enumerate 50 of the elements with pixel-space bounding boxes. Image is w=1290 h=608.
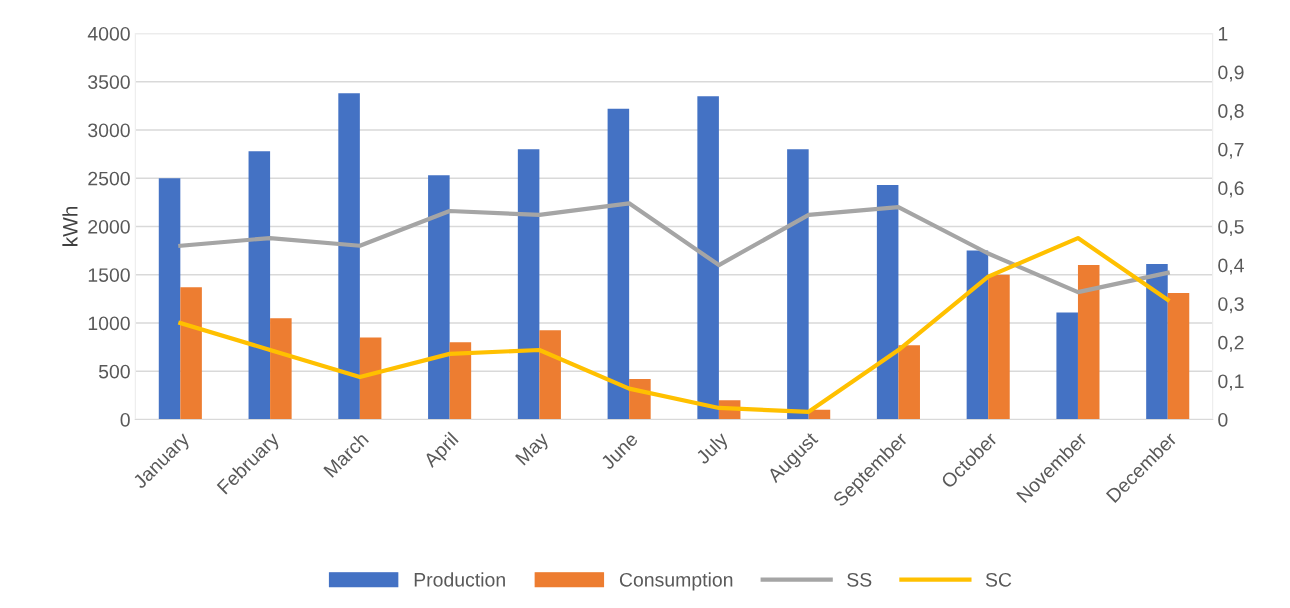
y2-tick-label: 0: [1218, 412, 1228, 427]
bar: [988, 274, 1010, 420]
legend-label: Consumption: [619, 572, 733, 591]
y2-tick-label: 0,4: [1218, 258, 1244, 275]
y2-tick-label: 0,5: [1218, 219, 1244, 237]
y-tick-label: 500: [98, 364, 130, 379]
legend-label: SC: [985, 572, 1012, 587]
bar: [787, 149, 809, 420]
bar: [898, 345, 920, 420]
bar: [966, 250, 989, 420]
bar: [359, 337, 382, 420]
y-tick-label: 2000: [88, 219, 130, 234]
bar: [158, 178, 181, 420]
y2-tick-label: 0,7: [1218, 142, 1244, 159]
bar: [1167, 293, 1190, 420]
y2-tick-label: 0,2: [1218, 335, 1244, 352]
x-tick-label: July: [694, 430, 732, 468]
bar: [1146, 264, 1168, 420]
bar: [697, 96, 719, 420]
bar: [876, 184, 899, 420]
y-tick-label: 4000: [87, 26, 130, 41]
y2-tick-label: 0,6: [1218, 181, 1244, 198]
x-tick-label: May: [515, 431, 553, 469]
legend-label: SS: [847, 572, 872, 587]
y2-tick-label: 0,8: [1218, 104, 1244, 121]
y-tick-label: 3000: [88, 123, 130, 138]
y-tick-label: 2500: [88, 171, 130, 186]
bar: [1056, 312, 1078, 420]
bar: [338, 93, 360, 420]
y-tick-label: 3500: [88, 75, 130, 89]
bar: [539, 330, 561, 420]
y-tick-label: 0: [120, 412, 130, 427]
bar: [248, 151, 271, 420]
bar: [270, 318, 292, 420]
legend-label: Production: [414, 572, 505, 587]
bar: [1077, 265, 1100, 420]
y2-tick-label: 0,1: [1218, 374, 1244, 391]
line-series: [178, 235, 1170, 414]
bar: [449, 342, 472, 420]
line-series: [178, 201, 1170, 295]
bar: [517, 149, 540, 420]
y-axis-title: kWh: [62, 207, 78, 246]
y2-tick-label: 0,3: [1218, 297, 1244, 314]
y-tick-label: 1000: [88, 316, 130, 331]
y-tick-label: 1500: [88, 268, 130, 282]
y2-tick-label: 1: [1218, 27, 1228, 41]
bar: [180, 287, 202, 420]
bar: [428, 175, 450, 420]
y2-tick-label: 0,9: [1218, 65, 1244, 82]
bar: [607, 108, 630, 420]
